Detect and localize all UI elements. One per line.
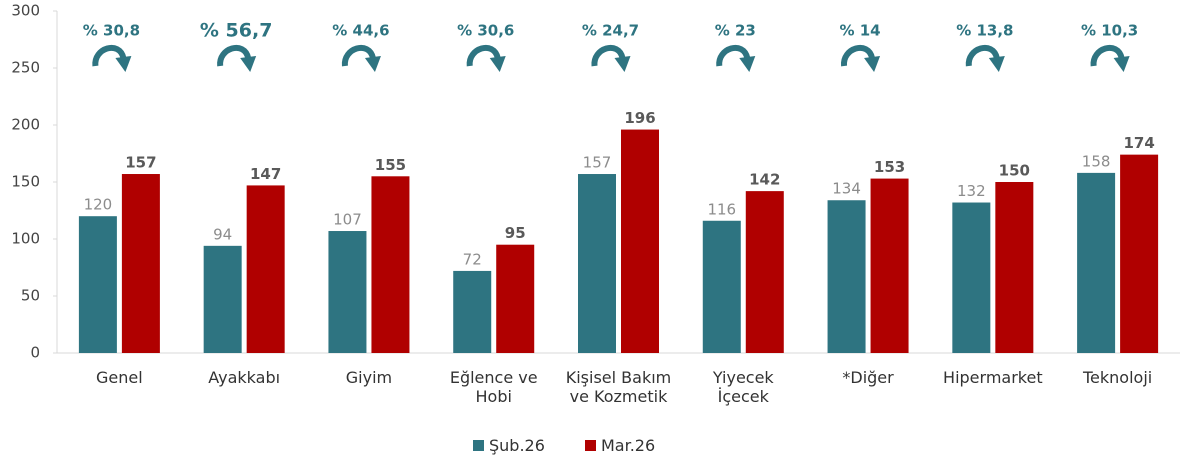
data-label: 132 [957,182,986,200]
data-label: 107 [333,211,362,229]
bar [1077,172,1116,353]
change-arrow [341,44,376,67]
bar [621,129,659,353]
y-tick-label: 100 [11,230,40,248]
bar [371,176,410,353]
bar [745,191,784,353]
legend-item: Şub.26 [473,436,545,455]
change-arrowhead [364,56,381,72]
bar [578,174,616,353]
change-label: % 30,6 [457,22,514,40]
change-arrow [92,44,127,67]
change-arrow [591,44,626,67]
change-label: % 24,7 [582,22,639,40]
change-arrow [841,44,875,67]
x-tick-label: Ayakkabı [208,368,281,387]
y-tick-label: 0 [30,344,40,362]
bar [246,185,285,353]
change-label: % 14 [839,22,880,40]
data-label: 157 [583,154,612,172]
x-tick-label: Teknoloji [1083,368,1153,387]
change-arrow [965,44,1000,67]
change-arrow [217,44,252,67]
data-label: 174 [1123,134,1154,152]
change-arrow [1090,44,1125,67]
data-label: 147 [250,165,281,183]
legend-item: Mar.26 [585,436,655,455]
y-tick-label: 150 [11,173,40,191]
bar [1120,154,1159,353]
x-tick-label: Yiyecek İçecek [712,368,774,406]
bar [827,200,866,353]
change-label: % 44,6 [332,22,389,40]
x-tick-label: *Diğer [842,368,894,387]
bar [203,245,242,353]
data-label: 142 [749,171,780,189]
x-tick-label: Hipermarket [943,368,1043,387]
data-label: 116 [707,200,736,218]
x-tick-label: Genel [96,368,143,387]
data-label: 153 [874,158,905,176]
data-label: 157 [125,154,156,172]
legend-label: Mar.26 [601,436,656,455]
change-arrowhead [988,56,1005,72]
y-tick-label: 200 [11,116,40,134]
data-label: 158 [1082,152,1111,170]
legend-swatch [473,440,484,451]
bar [328,231,367,353]
change-arrowhead [489,56,506,72]
data-label: 155 [375,156,406,174]
bar [453,270,492,353]
bar [121,174,160,353]
change-label: % 56,7 [200,20,273,42]
change-arrow [716,44,751,67]
x-tick-label: Giyim [345,368,393,387]
data-label: 134 [832,180,861,198]
change-arrowhead [864,56,881,72]
bar [952,202,991,353]
change-arrow [466,44,501,67]
change-label: % 10,3 [1081,22,1138,40]
data-label: 196 [624,109,655,127]
change-arrowhead [739,56,756,72]
x-tick-label: Eğlence ve Hobi [449,368,538,406]
data-label: 120 [84,196,113,214]
bar [78,216,117,353]
change-arrowhead [614,56,631,72]
data-label: 72 [463,250,482,268]
y-tick-label: 300 [11,2,40,20]
data-label: 95 [505,224,526,242]
change-label: % 13,8 [956,22,1013,40]
legend-swatch [585,440,596,451]
y-tick-label: 50 [21,287,40,305]
y-tick-label: 250 [11,59,40,77]
bar [995,182,1034,353]
change-arrowhead [1113,56,1130,72]
change-arrowhead [115,56,132,72]
change-label: % 30,8 [83,22,140,40]
change-arrowhead [240,56,257,72]
legend-label: Şub.26 [489,436,545,455]
change-label: % 23 [715,22,756,40]
bar [496,244,535,353]
data-label: 94 [213,225,232,243]
x-tick-label: Kişisel Bakım ve Kozmetik [565,368,672,406]
bar [870,178,909,353]
bar [702,220,741,353]
data-label: 150 [999,162,1030,180]
